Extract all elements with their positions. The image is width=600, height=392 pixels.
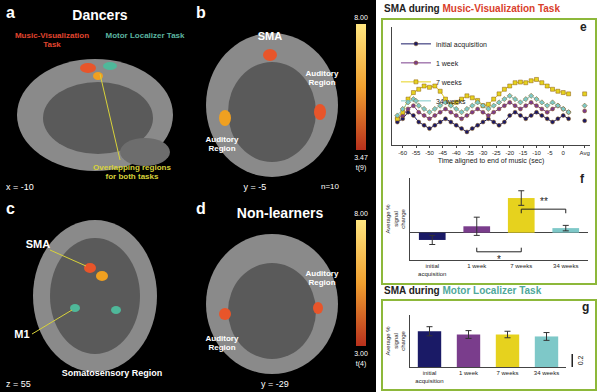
svg-text:8.00: 8.00 <box>354 210 368 217</box>
svg-text:Auditory: Auditory <box>206 135 239 144</box>
svg-text:initial acquisition: initial acquisition <box>436 41 487 49</box>
svg-text:Task: Task <box>43 40 61 49</box>
svg-text:initialacquisition: initialacquisition <box>415 370 443 384</box>
html-text:g: g <box>582 300 590 314</box>
svg-text:n=10: n=10 <box>321 182 340 191</box>
svg-text:Somatosensory Region: Somatosensory Region <box>62 368 163 378</box>
svg-text:-30: -30 <box>479 150 488 156</box>
svg-text:34 weeks: 34 weeks <box>553 263 578 269</box>
svg-text:-20: -20 <box>505 150 514 156</box>
svg-text:-50: -50 <box>425 150 434 156</box>
svg-text:-5: -5 <box>547 150 553 156</box>
svg-text:SMA: SMA <box>26 238 51 250</box>
svg-text:Music-Visualization: Music-Visualization <box>15 31 89 40</box>
svg-text:Auditory: Auditory <box>306 269 339 278</box>
svg-text:3.47: 3.47 <box>354 154 368 161</box>
svg-text:Overlapping regions: Overlapping regions <box>93 163 171 172</box>
svg-text:initialacquisition: initialacquisition <box>418 263 446 277</box>
svg-text:a: a <box>6 4 15 21</box>
svg-text:Motor Localizer Task: Motor Localizer Task <box>106 31 186 40</box>
html-text:SMA during Motor Localizer Tas: SMA during Motor Localizer Task <box>384 285 542 296</box>
svg-text:**: ** <box>540 196 548 207</box>
svg-text:Region: Region <box>208 343 235 352</box>
svg-text:Region: Region <box>308 278 335 287</box>
svg-text:-35: -35 <box>465 150 474 156</box>
svg-text:7 weeks: 7 weeks <box>510 263 532 269</box>
svg-text:34 weeks: 34 weeks <box>436 98 466 105</box>
svg-text:t(9): t(9) <box>356 164 367 172</box>
svg-text:7 weeks: 7 weeks <box>436 79 462 86</box>
svg-text:*: * <box>497 254 501 265</box>
svg-text:1 week: 1 week <box>467 263 487 269</box>
svg-text:Region: Region <box>308 78 335 87</box>
svg-text:t(4): t(4) <box>356 360 367 368</box>
svg-text:1 week: 1 week <box>436 60 459 67</box>
html-text:SMA during Music-Visualization: SMA during Music-Visualization Task <box>384 3 560 14</box>
svg-text:-60: -60 <box>398 150 407 156</box>
svg-text:y = -29: y = -29 <box>261 379 289 389</box>
svg-text:-15: -15 <box>519 150 528 156</box>
svg-text:-40: -40 <box>452 150 461 156</box>
svg-text:3.00: 3.00 <box>354 350 368 357</box>
svg-text:for both tasks: for both tasks <box>106 172 159 181</box>
svg-text:-45: -45 <box>439 150 448 156</box>
svg-text:-10: -10 <box>532 150 541 156</box>
svg-text:z = 55: z = 55 <box>6 379 31 389</box>
svg-text:-55: -55 <box>412 150 421 156</box>
svg-text:d: d <box>196 200 206 217</box>
svg-text:0.2: 0.2 <box>577 356 584 366</box>
svg-text:Non-learners: Non-learners <box>237 205 324 221</box>
svg-text:Region: Region <box>208 144 235 153</box>
svg-text:Average %signalchange: Average %signalchange <box>385 326 407 356</box>
svg-text:Time aligned to end of music (: Time aligned to end of music (sec) <box>438 157 545 165</box>
html-text:e: e <box>580 20 587 34</box>
svg-text:34 weeks: 34 weeks <box>534 370 559 376</box>
svg-text:8.00: 8.00 <box>354 14 368 21</box>
svg-text:Auditory: Auditory <box>206 334 239 343</box>
svg-text:Avg: Avg <box>580 150 590 156</box>
svg-text:M1: M1 <box>14 328 29 340</box>
svg-text:Auditory: Auditory <box>306 69 339 78</box>
svg-text:-25: -25 <box>492 150 501 156</box>
svg-text:c: c <box>6 200 15 217</box>
html-text:f: f <box>580 172 584 186</box>
svg-text:Dancers: Dancers <box>72 7 127 23</box>
svg-text:7 weeks: 7 weeks <box>496 370 518 376</box>
svg-text:y = -5: y = -5 <box>244 182 267 192</box>
svg-text:b: b <box>196 4 206 21</box>
svg-text:SMA: SMA <box>258 30 283 42</box>
svg-text:x = -10: x = -10 <box>6 182 34 192</box>
svg-text:1 week: 1 week <box>459 370 479 376</box>
svg-text:0: 0 <box>562 150 566 156</box>
svg-text:Average %signalchange: Average %signalchange <box>385 204 407 234</box>
